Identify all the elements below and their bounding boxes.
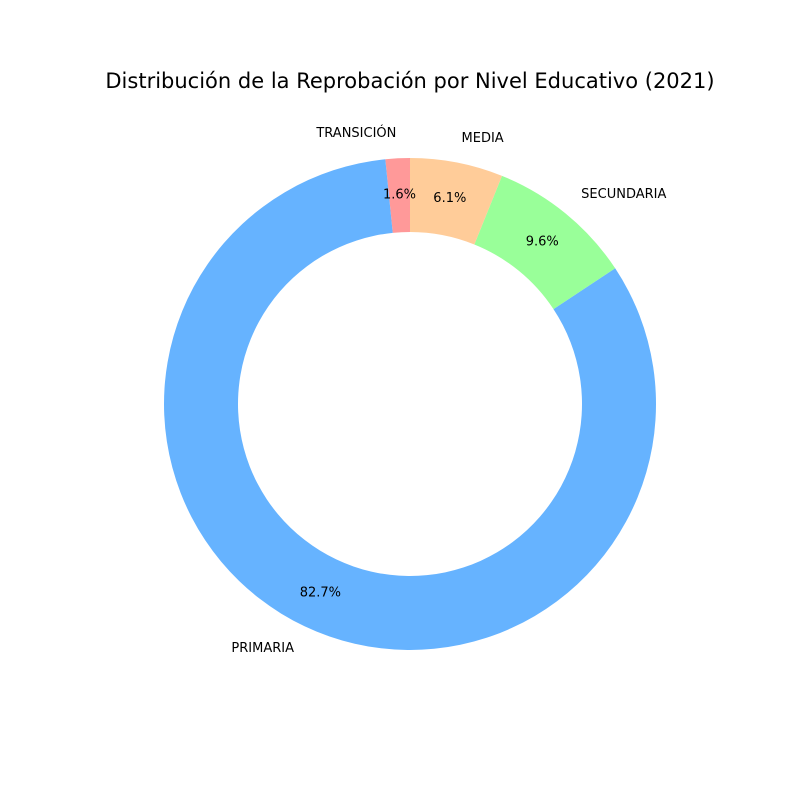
percent-label-primaria: 82.7% (300, 585, 341, 600)
percent-label-transicion: 1.6% (383, 188, 416, 203)
slice-labels: TRANSICIÓN PRIMARIA SECUNDARIA MEDIA (231, 125, 666, 656)
donut-slices (163, 158, 656, 650)
slice-primaria (163, 159, 656, 650)
percent-label-media: 6.1% (433, 191, 466, 206)
slice-label-secundaria: SECUNDARIA (581, 187, 666, 202)
slice-label-transicion: TRANSICIÓN (315, 125, 396, 141)
slice-transicion (385, 158, 410, 233)
percent-label-secundaria: 9.6% (526, 235, 559, 250)
slice-label-media: MEDIA (462, 131, 504, 146)
slice-label-primaria: PRIMARIA (231, 641, 294, 656)
percent-labels: 1.6% 82.7% 9.6% 6.1% (300, 188, 559, 601)
slice-secundaria (474, 175, 616, 310)
chart-title: Distribución de la Reprobación por Nivel… (105, 69, 714, 93)
slice-media (410, 158, 502, 245)
